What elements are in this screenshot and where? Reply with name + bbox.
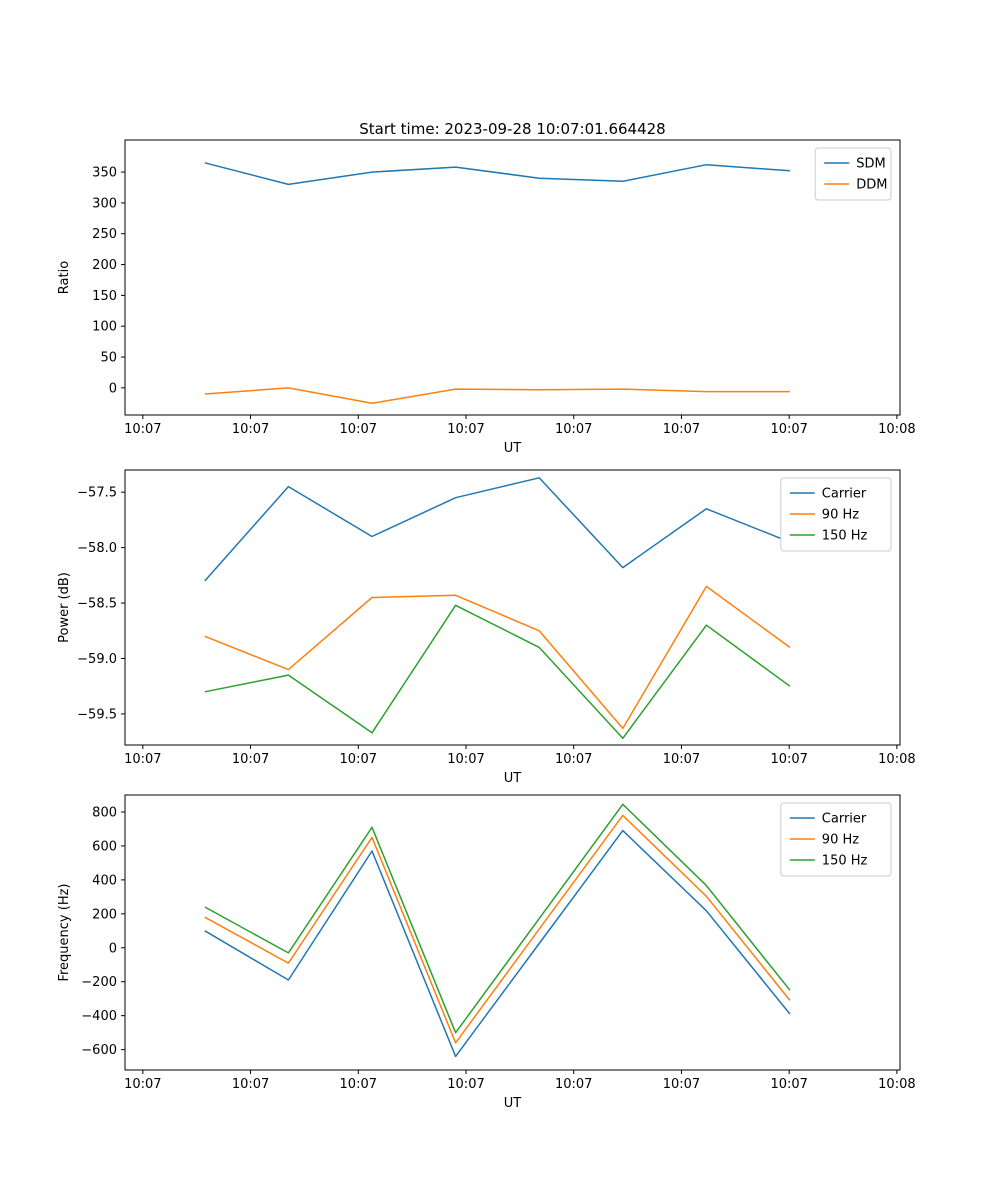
- x-tick-label: 10:07: [770, 752, 807, 767]
- x-tick-label: 10:07: [124, 752, 161, 767]
- y-tick-label: 200: [92, 907, 117, 922]
- x-tick-label: 10:07: [770, 422, 807, 437]
- y-tick-label: −59.0: [77, 652, 117, 667]
- y-tick-label: −59.5: [77, 707, 117, 722]
- y-tick-label: 50: [100, 351, 117, 366]
- y-tick-label: 250: [92, 227, 117, 242]
- series-line-150-hz: [204, 803, 791, 1034]
- legend-label: 150 Hz: [822, 854, 868, 869]
- y-tick-label: 300: [92, 196, 117, 211]
- x-tick-label: 10:07: [555, 422, 592, 437]
- axes-frame: [124, 794, 901, 1071]
- x-tick-label: 10:07: [232, 422, 269, 437]
- x-axis-label: UT: [504, 1096, 522, 1111]
- y-tick-label: 0: [109, 381, 117, 396]
- x-tick-label: 10:07: [770, 1077, 807, 1092]
- x-tick-label: 10:07: [340, 1077, 377, 1092]
- x-tick-label: 10:07: [340, 422, 377, 437]
- x-tick-label: 10:07: [124, 1077, 161, 1092]
- y-tick-label: −58.5: [77, 597, 117, 612]
- x-tick-label: 10:07: [447, 1077, 484, 1092]
- series-line-ddm: [204, 387, 790, 405]
- x-tick-label: 10:07: [232, 1077, 269, 1092]
- y-axis-label: Power (dB): [57, 572, 72, 643]
- legend-label: 90 Hz: [822, 508, 859, 523]
- x-axis-label: UT: [504, 441, 522, 456]
- series-line-90-hz: [204, 585, 791, 730]
- y-tick-label: −200: [81, 975, 117, 990]
- legend: SDM DDM: [814, 147, 892, 201]
- x-tick-label: 10:08: [878, 422, 915, 437]
- y-axis-label: Ratio: [57, 261, 72, 294]
- legend-label: SDM: [856, 157, 885, 172]
- y-tick-label: −57.5: [77, 486, 117, 501]
- series-line-150-hz: [204, 604, 791, 740]
- legend-box: [780, 477, 892, 552]
- y-tick-label: 600: [92, 839, 117, 854]
- y-tick-label: 400: [92, 873, 117, 888]
- x-tick-label: 10:07: [555, 752, 592, 767]
- legend-box: [780, 802, 892, 877]
- series-line-sdm: [204, 162, 790, 186]
- legend: Carrier 90 Hz 150 Hz: [780, 802, 892, 877]
- x-axis-label: UT: [504, 771, 522, 786]
- legend-label: 90 Hz: [822, 833, 859, 848]
- x-tick-label: 10:07: [663, 752, 700, 767]
- chart-frequency: −600 −400 −200 0 200 400 600 800 10:07 10:07 10:07…: [57, 794, 916, 1111]
- y-tick-label: 0: [109, 941, 117, 956]
- series-line-90-hz: [204, 814, 791, 1044]
- x-tick-label: 10:08: [878, 1077, 915, 1092]
- x-tick-label: 10:07: [555, 1077, 592, 1092]
- series-line-carrier: [204, 477, 791, 582]
- axes-frame: [124, 469, 901, 746]
- x-tick-label: 10:07: [663, 1077, 700, 1092]
- x-tick-label: 10:07: [124, 422, 161, 437]
- y-tick-label: −600: [81, 1043, 117, 1058]
- y-tick-label: 150: [92, 289, 117, 304]
- legend-label: DDM: [856, 178, 887, 193]
- x-tick-label: 10:07: [340, 752, 377, 767]
- x-tick-label: 10:07: [232, 752, 269, 767]
- x-tick-label: 10:07: [663, 422, 700, 437]
- y-tick-label: 800: [92, 805, 117, 820]
- y-axis-label: Frequency (Hz): [57, 883, 72, 981]
- series-line-carrier: [204, 829, 791, 1058]
- x-tick-label: 10:08: [878, 752, 915, 767]
- chart-power: −57.5 −58.0 −58.5 −59.0 −59.5 10:07 10:07 10:07…: [57, 469, 916, 786]
- chart-ratio: 0 50 100 150 200 250 300 350 10:07 10:07 10:07 10:0…: [57, 139, 916, 456]
- y-tick-label: −58.0: [77, 541, 117, 556]
- y-tick-label: −400: [81, 1009, 117, 1024]
- axes-frame: [124, 139, 901, 416]
- legend-box: [814, 147, 892, 201]
- legend-label: Carrier: [822, 812, 867, 827]
- y-tick-label: 200: [92, 258, 117, 273]
- legend-label: Carrier: [822, 487, 867, 502]
- legend: Carrier 90 Hz 150 Hz: [780, 477, 892, 552]
- x-tick-label: 10:07: [447, 752, 484, 767]
- legend-label: 150 Hz: [822, 529, 868, 544]
- figure-title: Start time: 2023-09-28 10:07:01.664428: [359, 120, 666, 138]
- y-tick-label: 100: [92, 320, 117, 335]
- y-tick-label: 350: [92, 166, 117, 181]
- x-tick-label: 10:07: [447, 422, 484, 437]
